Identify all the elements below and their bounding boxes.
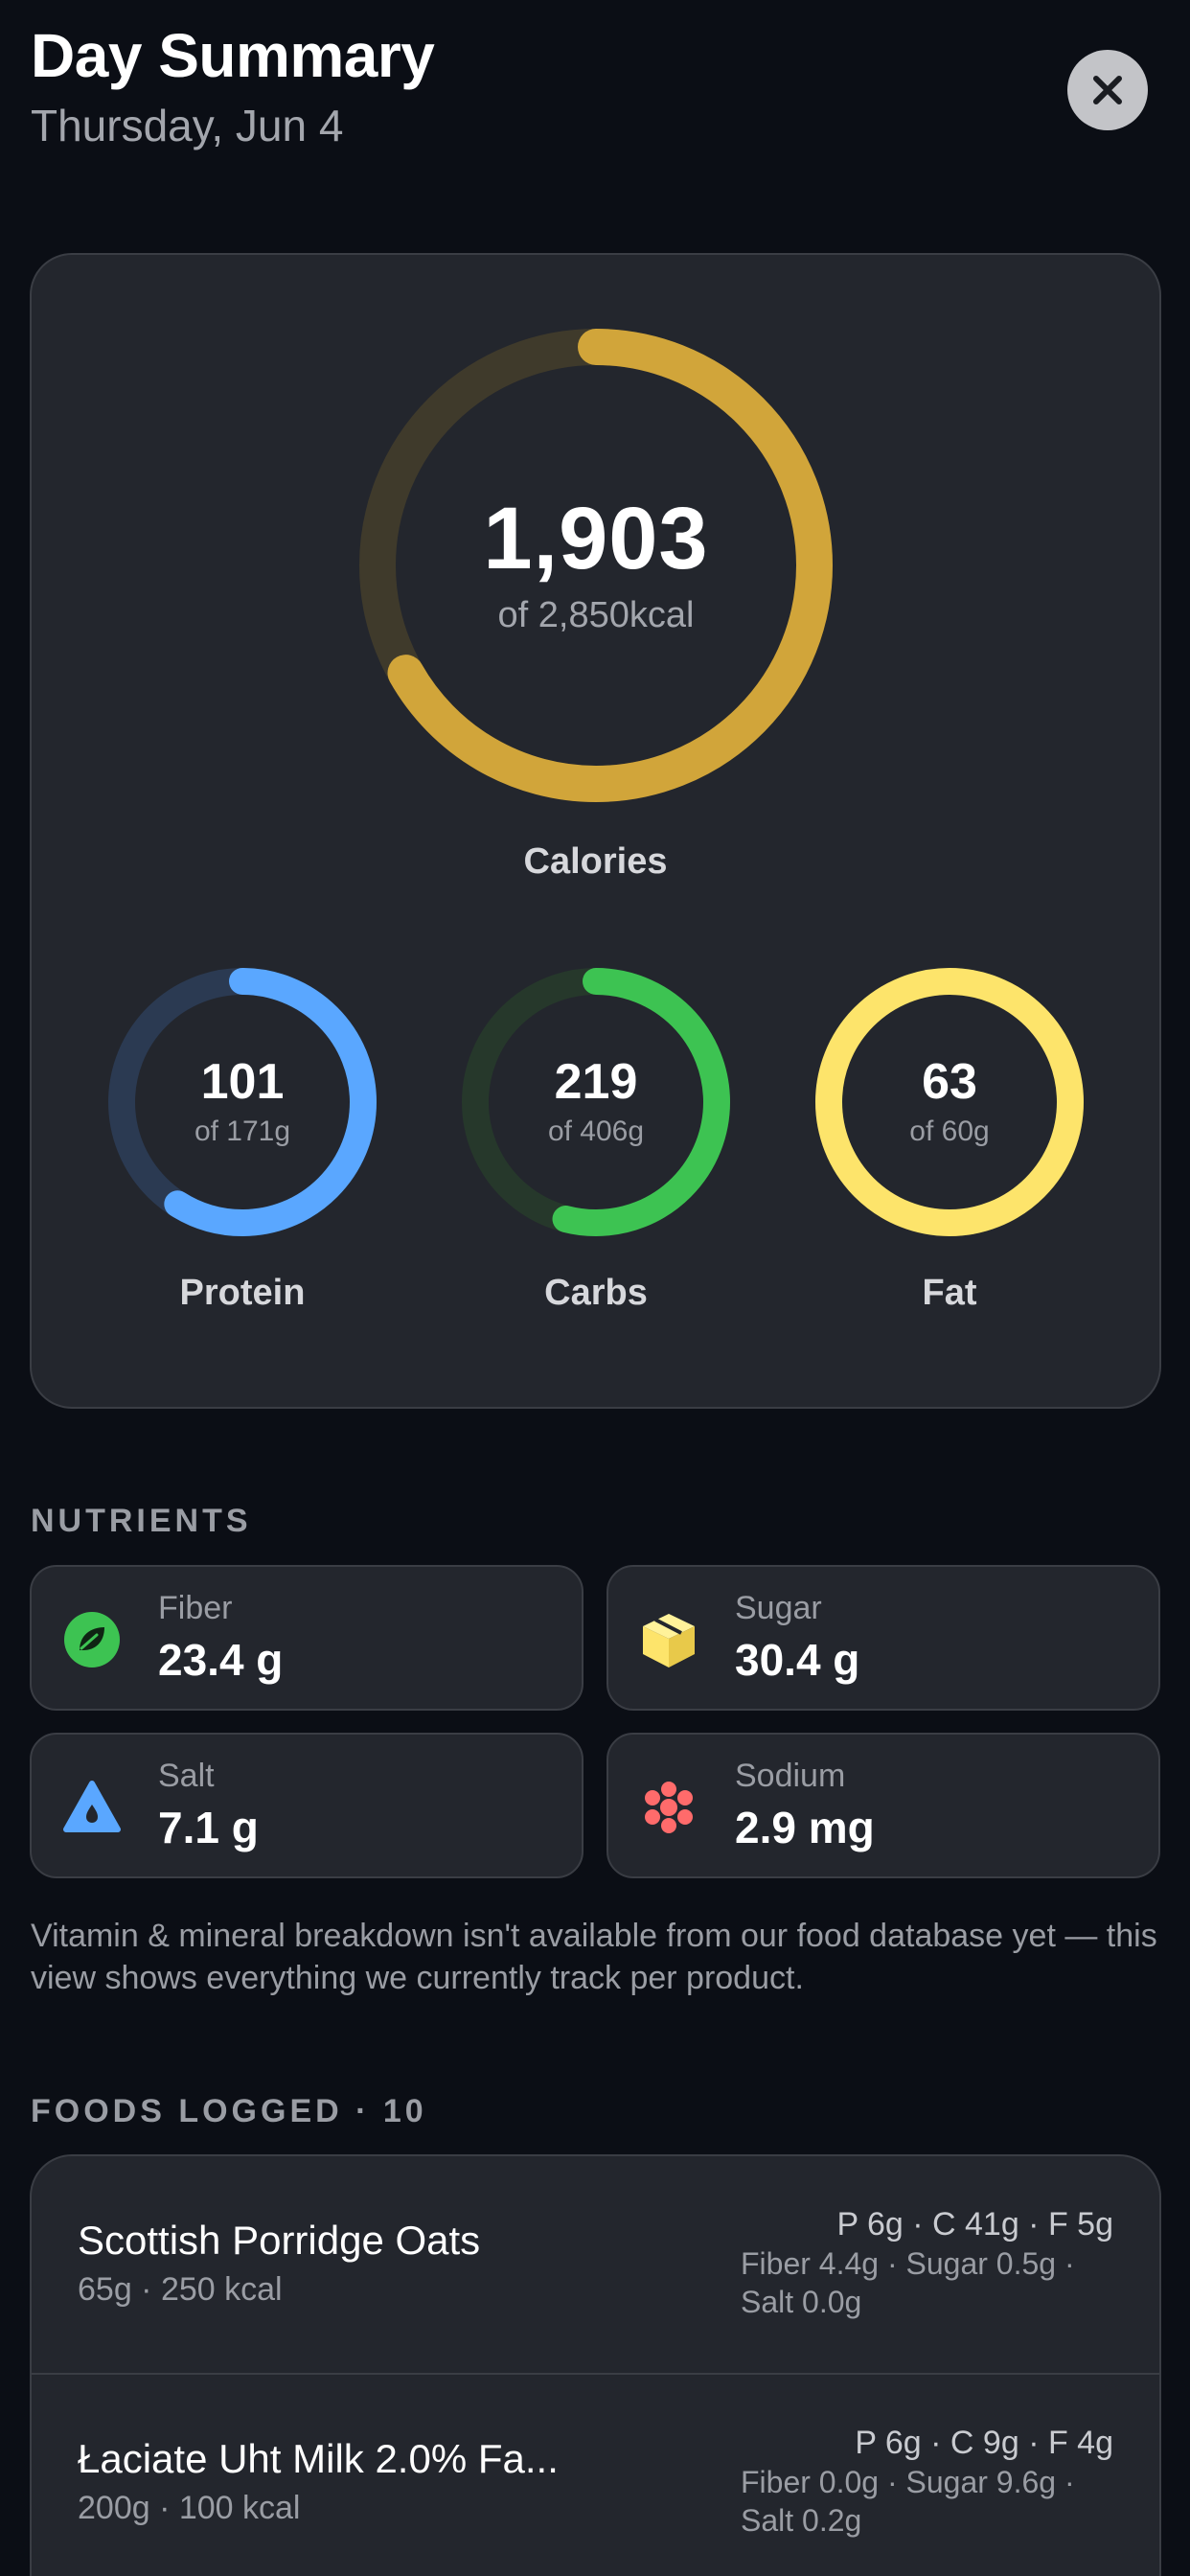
protein-ring-progress	[108, 968, 377, 1236]
food-serving: 200g · 100 kcal	[78, 2490, 301, 2526]
calories-ring	[359, 329, 833, 802]
fat-ring: 63 of 60g Fat	[813, 966, 1086, 1313]
food-extra: Fiber 4.4g · Sugar 0.5g · Salt 0.0g	[741, 2244, 1124, 2321]
food-row[interactable]: Łaciate Uht Milk 2.0% Fa... 200g · 100 k…	[32, 2375, 1159, 2576]
sodium-label: Sodium	[735, 1758, 846, 1794]
carbs-ring-progress	[462, 968, 730, 1236]
fiber-label: Fiber	[158, 1590, 233, 1626]
fat-center: 63 of 60g	[813, 966, 1086, 1238]
food-row[interactable]: Scottish Porridge Oats 65g · 250 kcal P …	[32, 2156, 1159, 2375]
calories-center: 1,903 of 2,850kcal	[351, 320, 841, 811]
fat-ring-progress	[815, 968, 1084, 1236]
fat-ring-graphic	[815, 968, 1084, 1236]
sugar-value: 30.4 g	[735, 1635, 860, 1685]
food-serving: 65g · 250 kcal	[78, 2271, 283, 2308]
nutrient-tile-fiber[interactable]: Fiber 23.4 g	[30, 1565, 584, 1711]
protein-value: 101	[200, 1054, 285, 1110]
molecule-icon	[639, 1778, 698, 1837]
food-extra-line: Fiber 0.0g · Sugar 9.6g ·	[741, 2465, 1075, 2499]
fat-value: 63	[922, 1054, 977, 1110]
fat-goal: of 60g	[909, 1116, 990, 1147]
food-extra-line: Salt 0.0g	[741, 2285, 862, 2319]
nutrient-tile-sugar[interactable]: Sugar 30.4 g	[606, 1565, 1160, 1711]
calories-label: Calories	[523, 841, 668, 882]
carbs-label: Carbs	[544, 1273, 648, 1313]
calories-goal: of 2,850kcal	[497, 595, 695, 635]
summary-card: 1,903 of 2,850kcal Calories 101 of 171g …	[30, 253, 1161, 1409]
foods-list: Scottish Porridge Oats 65g · 250 kcal P …	[30, 2154, 1161, 2576]
protein-ring: 101 of 171g Protein	[106, 966, 378, 1313]
leaf-icon	[62, 1610, 122, 1669]
drop-icon	[62, 1778, 122, 1837]
sodium-value: 2.9 mg	[735, 1803, 875, 1852]
close-button[interactable]	[1067, 50, 1148, 130]
nutrients-note: Vitamin & mineral breakdown isn't availa…	[31, 1918, 1157, 1996]
header: Day Summary Thursday, Jun 4	[31, 17, 435, 155]
calories-value: 1,903	[483, 490, 709, 587]
sugar-label: Sugar	[735, 1590, 822, 1626]
salt-label: Salt	[158, 1758, 215, 1794]
food-extra: Fiber 0.0g · Sugar 9.6g · Salt 0.2g	[741, 2463, 1124, 2540]
food-extra-line: Fiber 4.4g · Sugar 0.5g ·	[741, 2246, 1075, 2281]
salt-value: 7.1 g	[158, 1803, 259, 1852]
protein-label: Protein	[179, 1273, 306, 1313]
protein-goal: of 171g	[194, 1116, 291, 1147]
carbs-ring: 219 of 406g Carbs	[460, 966, 732, 1313]
carbs-value: 219	[554, 1054, 638, 1110]
calories-ring-progress	[359, 329, 833, 802]
food-name: Łaciate Uht Milk 2.0% Fa...	[78, 2436, 559, 2481]
cube-icon	[639, 1610, 698, 1669]
food-divider	[32, 2373, 1159, 2375]
fat-label: Fat	[922, 1273, 977, 1313]
food-macros: P 6g · C 41g · F 5g	[836, 2206, 1113, 2242]
page-title: Day Summary	[31, 21, 435, 90]
carbs-goal: of 406g	[547, 1116, 645, 1147]
protein-ring-graphic	[108, 968, 377, 1236]
nutrients-header: NUTRIENTS	[31, 1503, 252, 1539]
nutrient-tile-salt[interactable]: Salt 7.1 g	[30, 1733, 584, 1878]
date-subtitle: Thursday, Jun 4	[31, 101, 344, 150]
carbs-ring-graphic	[462, 968, 730, 1236]
close-icon	[1093, 76, 1122, 104]
nutrient-tile-sodium[interactable]: Sodium 2.9 mg	[606, 1733, 1160, 1878]
foods-header: FOODS LOGGED · 10	[31, 2093, 427, 2129]
carbs-center: 219 of 406g	[460, 966, 732, 1238]
protein-center: 101 of 171g	[106, 966, 378, 1238]
food-macros: P 6g · C 9g · F 4g	[855, 2425, 1113, 2461]
food-extra-line: Salt 0.2g	[741, 2503, 862, 2538]
food-name: Scottish Porridge Oats	[78, 2218, 481, 2263]
fiber-value: 23.4 g	[158, 1635, 284, 1685]
